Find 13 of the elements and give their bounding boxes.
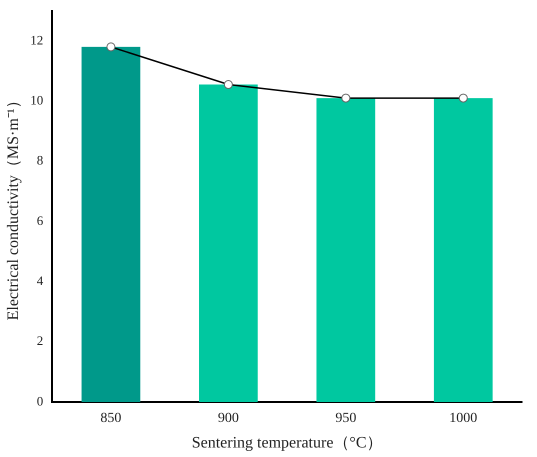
x-tick-label: 1000: [449, 411, 478, 426]
x-tick-label: 850: [100, 411, 122, 426]
y-axis-title: Electrical conductivity（MS·m⁻¹）: [4, 92, 22, 320]
x-axis-title: Sentering temperature（°C）: [192, 434, 382, 452]
x-tick-label: 950: [335, 411, 356, 426]
y-tick-label: 6: [36, 212, 44, 228]
y-tick-label: 8: [36, 152, 44, 168]
y-tick-label: 10: [30, 92, 44, 108]
y-tick-label: 2: [36, 333, 44, 348]
y-tick-label: 12: [30, 32, 44, 48]
x-tick-label: 900: [218, 411, 239, 426]
y-tick-label: 4: [36, 273, 44, 288]
y-tick-label: 0: [36, 393, 44, 408]
